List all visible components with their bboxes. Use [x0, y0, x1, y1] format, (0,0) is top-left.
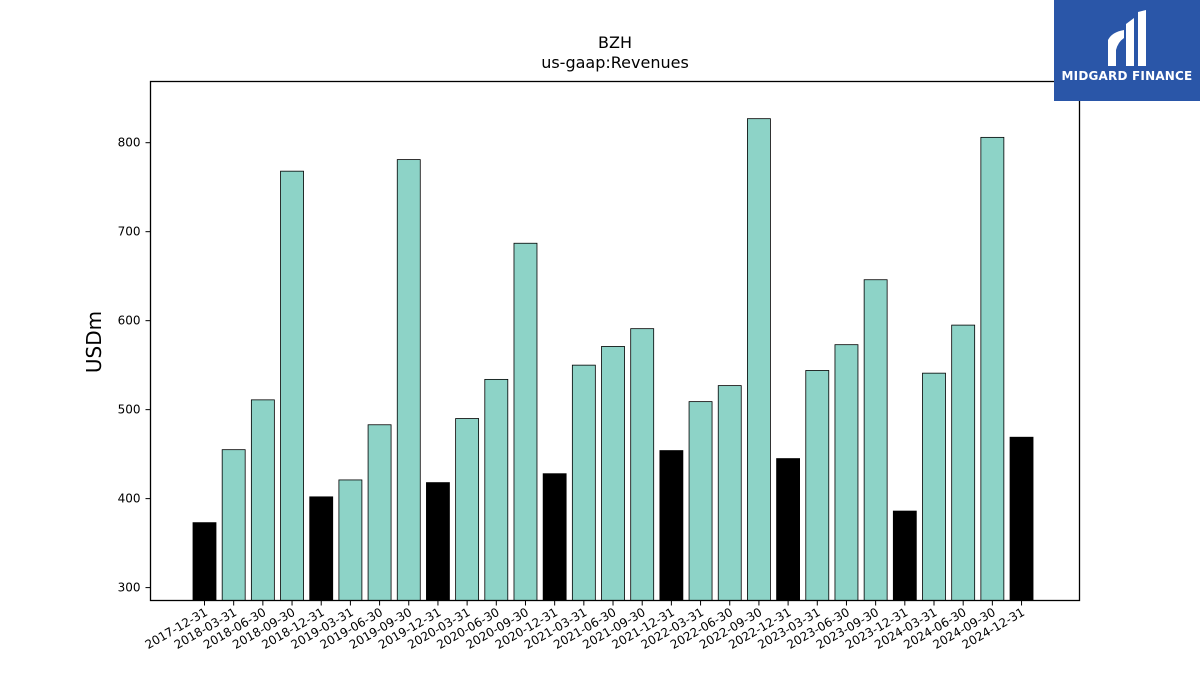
y-axis-label: USDm	[82, 311, 106, 373]
bar-2022-12-31	[776, 458, 800, 601]
bar-2020-06-30	[484, 378, 509, 601]
bar-2024-09-30	[980, 136, 1005, 601]
bar-2023-03-31	[805, 370, 830, 601]
bar-2018-06-30	[250, 399, 275, 601]
y-tick-label: 400	[118, 492, 141, 506]
chart-title: BZH	[598, 33, 632, 52]
bar-2018-03-31	[221, 449, 246, 601]
bar-2018-12-31	[309, 496, 334, 601]
y-tick-label: 500	[118, 403, 141, 417]
bar-2023-12-31	[892, 510, 917, 601]
midgard-finance-logo: MIDGARD FINANCE	[1054, 0, 1200, 101]
y-axis: 300 400 500 600 700 800	[118, 136, 151, 595]
bar-2023-06-30	[834, 344, 859, 601]
bar-2020-09-30	[513, 242, 538, 601]
bar-2022-06-30	[717, 385, 742, 601]
plot-frame	[149, 80, 1081, 602]
x-axis: 2017-12-312018-03-312018-06-302018-09-30…	[143, 600, 1027, 652]
y-tick-label: 300	[118, 581, 141, 595]
y-tick-label: 600	[118, 314, 141, 328]
bar-2023-09-30	[863, 279, 888, 601]
bar-2019-09-30	[396, 159, 421, 601]
bar-2017-12-31	[192, 522, 217, 601]
bar-2022-09-30	[747, 118, 771, 601]
bar-2021-09-30	[630, 328, 655, 601]
bar-2021-12-31	[659, 450, 684, 601]
bar-2020-12-31	[542, 473, 567, 601]
bars-group	[192, 118, 1034, 601]
y-tick-label: 700	[118, 225, 141, 239]
bar-2022-03-31	[688, 401, 713, 601]
brand-name: MIDGARD FINANCE	[1061, 69, 1193, 83]
y-tick-label: 800	[118, 136, 141, 150]
bar-2018-09-30	[280, 170, 304, 601]
chart-subtitle: us-gaap:Revenues	[541, 53, 689, 72]
bar-2024-06-30	[951, 324, 976, 601]
midgard-logo-icon	[1108, 10, 1146, 66]
bar-2024-12-31	[1009, 436, 1034, 601]
bar-2020-03-31	[455, 418, 480, 601]
bar-2019-12-31	[426, 482, 450, 601]
bar-2019-03-31	[338, 479, 363, 601]
bar-2021-03-31	[571, 364, 596, 601]
bar-2024-03-31	[922, 372, 946, 601]
bar-2019-06-30	[367, 424, 392, 601]
bar-2021-06-30	[601, 346, 625, 601]
